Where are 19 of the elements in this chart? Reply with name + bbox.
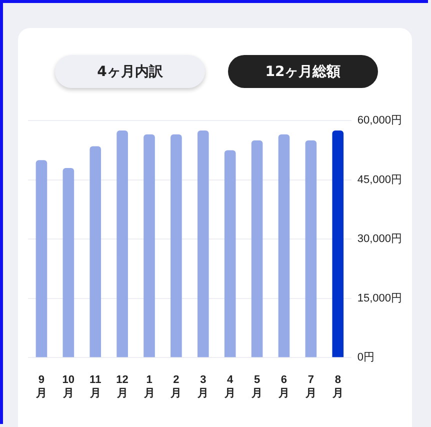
y-tick-label: 60,000円 (357, 114, 402, 127)
y-tick-label: 0円 (357, 352, 374, 364)
x-tick-label: 2月 (170, 374, 182, 400)
x-tick-label: 7月 (304, 374, 316, 400)
x-tick-label: 1月 (142, 374, 155, 400)
x-tick-label: 3月 (196, 374, 209, 400)
x-tick-label: 5月 (250, 374, 263, 400)
y-tick-label: 30,000円 (357, 233, 402, 246)
x-tick-label: 12月 (116, 374, 128, 400)
x-tick-label: 8月 (331, 374, 344, 400)
x-tick-label: 4月 (224, 374, 236, 400)
x-tick-label: 6月 (277, 374, 290, 400)
x-tick-label: 11月 (88, 374, 102, 400)
y-tick-label: 45,000円 (357, 174, 402, 186)
text: 12ヶ月総額 (228, 55, 378, 88)
text: 4ヶ月内訳 (55, 55, 205, 88)
x-tick-label: 9月 (34, 374, 47, 400)
x-tick-label: 10月 (62, 374, 75, 400)
y-tick-label: 15,000円 (357, 292, 402, 304)
